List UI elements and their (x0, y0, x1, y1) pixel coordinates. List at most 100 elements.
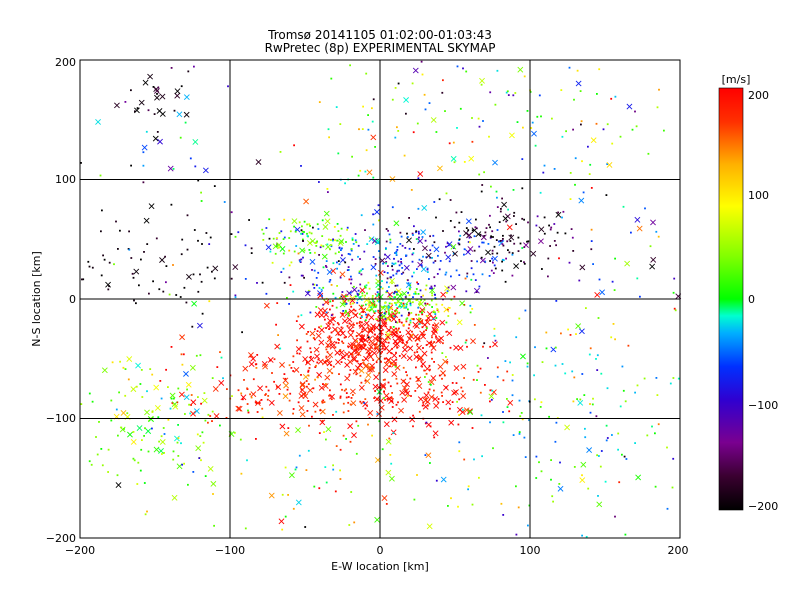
data-point-dot (655, 230, 658, 233)
data-point-dot (300, 229, 303, 232)
data-point-dot (143, 251, 145, 253)
data-point-cross (183, 394, 190, 401)
data-point-dot (200, 191, 202, 194)
data-point-dot (350, 282, 352, 285)
data-point-cross (370, 264, 377, 271)
data-point-dot (445, 321, 448, 324)
data-point-dot (290, 261, 293, 264)
data-point-dot (128, 230, 130, 233)
data-point-dot (142, 164, 145, 167)
data-point-dot (348, 278, 351, 281)
data-point-dot (370, 306, 373, 309)
data-point-dot (225, 417, 228, 419)
data-point-dot (405, 306, 408, 309)
data-point-dot (347, 396, 350, 398)
data-point-dot (172, 458, 175, 461)
data-point-dot (463, 458, 466, 461)
data-point-dot (574, 183, 576, 186)
data-point-dot (429, 249, 432, 252)
data-point-cross (282, 393, 289, 400)
data-point-dot (332, 365, 335, 368)
data-point-dot (387, 229, 389, 232)
data-point-dot (194, 165, 197, 168)
data-point-dot (555, 421, 558, 424)
data-point-dot (351, 239, 354, 241)
data-point-cross (371, 237, 378, 244)
data-point-dot (271, 261, 274, 264)
data-point-dot (582, 191, 585, 194)
data-point-dot (320, 325, 323, 328)
data-point-dot (621, 365, 624, 368)
data-point-cross (417, 238, 424, 244)
data-point-dot (99, 174, 102, 177)
data-point-cross (453, 389, 459, 395)
data-point-dot (471, 308, 474, 310)
data-point-dot (297, 252, 300, 255)
data-point-dot (599, 465, 602, 468)
data-point-dot (130, 89, 132, 92)
data-point-dot (173, 109, 176, 112)
data-point-dot (412, 425, 414, 428)
data-point-dot (400, 302, 403, 304)
data-point-dot (357, 353, 360, 356)
y-tick-label: 100 (55, 173, 76, 186)
data-point-cross (250, 391, 257, 398)
data-point-dot (471, 427, 474, 429)
data-point-dot (337, 152, 340, 155)
data-point-dot (345, 396, 348, 399)
data-point-dot (602, 128, 605, 131)
data-point-cross (257, 385, 264, 392)
data-point-dot (507, 94, 510, 96)
data-point-dot (498, 240, 500, 243)
data-point-dot (494, 339, 497, 342)
data-point-dot (361, 292, 364, 295)
data-point-dot (364, 319, 367, 322)
data-point-dot (139, 469, 142, 472)
data-point-cross (366, 364, 373, 371)
data-point-dot (568, 261, 571, 264)
data-point-dot (306, 223, 308, 226)
data-point-dot (654, 485, 657, 488)
data-point-dot (195, 354, 198, 357)
data-point-cross (437, 165, 443, 172)
data-point-dot (315, 277, 318, 279)
data-point-dot (478, 173, 481, 176)
data-point-dot (330, 244, 333, 247)
data-point-dot (441, 352, 444, 354)
data-point-dot (91, 400, 94, 403)
data-point-dot (589, 163, 592, 166)
data-point-dot (330, 364, 332, 366)
data-point-dot (418, 323, 421, 325)
data-point-dot (403, 323, 405, 326)
data-point-dot (372, 359, 375, 361)
data-point-cross (295, 427, 301, 433)
data-point-dot (554, 440, 557, 443)
data-point-dot (429, 462, 431, 464)
data-point-dot (523, 436, 526, 439)
data-point-dot (364, 398, 367, 400)
data-point-dot (339, 448, 342, 451)
data-point-cross (144, 409, 150, 416)
data-point-cross (152, 135, 159, 142)
data-point-cross (318, 312, 325, 319)
data-point-dot (338, 246, 341, 249)
data-point-dot (657, 235, 660, 238)
data-point-dot (368, 341, 371, 344)
data-point-dot (376, 398, 379, 401)
data-point-dot (489, 260, 491, 262)
data-point-dot (316, 330, 319, 332)
data-point-dot (389, 454, 392, 456)
data-point-dot (493, 334, 496, 337)
data-point-dot (288, 276, 291, 279)
data-point-dot (402, 379, 405, 382)
data-point-dot (353, 308, 355, 311)
data-point-dot (248, 219, 250, 221)
data-point-dot (398, 311, 401, 314)
data-point-dot (385, 262, 387, 265)
data-point-dot (339, 276, 342, 279)
data-point-cross (425, 252, 432, 259)
data-point-dot (622, 389, 625, 392)
data-point-dot (395, 351, 397, 354)
data-point-dot (395, 254, 398, 256)
data-point-cross (295, 346, 302, 352)
